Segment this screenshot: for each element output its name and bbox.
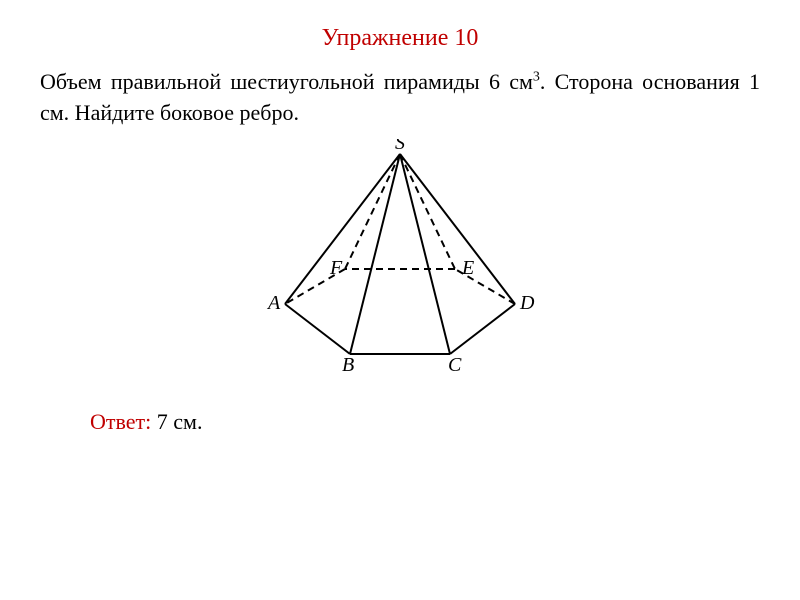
svg-text:F: F: [329, 257, 343, 279]
svg-text:A: A: [266, 292, 281, 314]
problem-statement: Объем правильной шестиугольной пирамиды …: [0, 67, 800, 129]
pyramid-diagram: S A B C D E F: [230, 139, 570, 389]
svg-text:B: B: [342, 354, 354, 376]
answer-label: Ответ:: [90, 409, 151, 434]
problem-superscript: 3: [533, 70, 540, 85]
answer-value: 7 см.: [151, 409, 202, 434]
svg-text:S: S: [395, 139, 405, 154]
svg-text:E: E: [461, 257, 474, 279]
problem-line1-part1: Объем правильной шестиугольной пирамиды …: [40, 69, 533, 94]
svg-text:D: D: [519, 292, 535, 314]
answer-block: Ответ: 7 см.: [0, 409, 800, 435]
svg-text:C: C: [448, 354, 462, 376]
diagram-container: S A B C D E F: [0, 139, 800, 389]
problem-line1-part2: . Сторона: [540, 69, 633, 94]
exercise-title: Упражнение 10: [0, 0, 800, 67]
